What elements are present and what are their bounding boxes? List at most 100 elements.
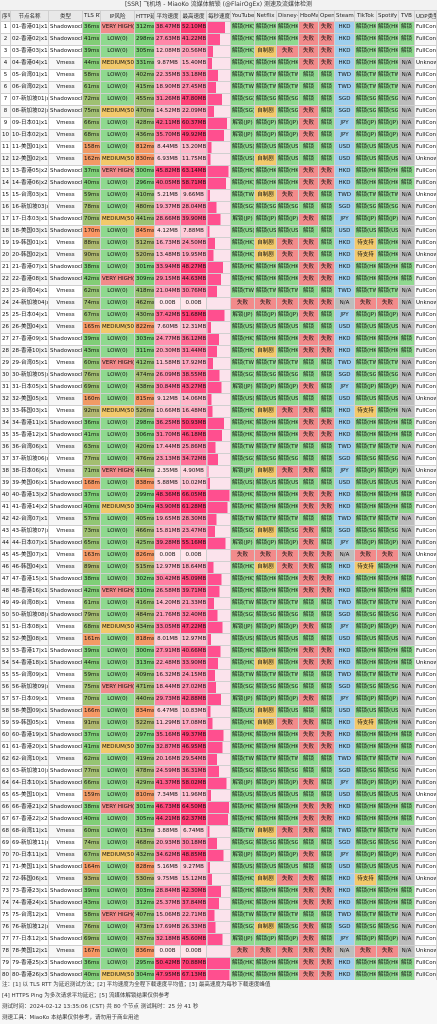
cell: 解锁 <box>318 201 335 214</box>
cell: 6.74MB <box>180 825 207 838</box>
cell: 失败 <box>298 465 319 478</box>
cell: Shadowsocks <box>48 777 83 790</box>
cell: LOW(0) <box>100 489 135 502</box>
speed-graph <box>206 237 231 250</box>
cell: 解锁(HK) <box>254 813 277 826</box>
cell: 7.88MB <box>180 225 207 238</box>
cell: 55-台湾09|x1.0 <box>10 669 49 682</box>
cell: TWD <box>334 513 355 526</box>
cell: Vmess <box>48 753 83 766</box>
cell: 522ms <box>134 717 155 730</box>
cell: 解锁(TW) <box>354 441 377 454</box>
cell: 解锁(HK) <box>354 585 377 598</box>
cell: 失败 <box>318 897 335 910</box>
cell: HKD <box>334 573 355 586</box>
cell: 46.18MB <box>180 429 207 442</box>
column-header: UDP类型 <box>414 10 437 22</box>
cell: 解锁(TW) <box>254 513 277 526</box>
cell: 解锁(JP) <box>376 849 399 862</box>
cell: 32.40MB <box>180 609 207 622</box>
table-row: 1616-新加坡03|x1.0Vmess78msLOW(0)480ms19.37… <box>0 201 437 214</box>
cell: 428ms <box>134 117 155 130</box>
cell: Unknown <box>414 153 437 166</box>
cell: 42.11MB <box>154 117 181 130</box>
cell: 29.73MB <box>154 693 181 706</box>
cell: 26 <box>0 321 11 334</box>
cell: Vmess <box>48 129 83 142</box>
cell: 48-香港16|x1.0 <box>10 585 49 598</box>
cell: 822ms <box>134 321 155 334</box>
cell: 失败 <box>318 645 335 658</box>
cell: SGD <box>334 453 355 466</box>
cell: 6 <box>0 81 11 94</box>
cell: 27.91MB <box>154 645 181 658</box>
cell: N/A <box>398 945 415 958</box>
speed-graph <box>206 117 231 130</box>
cell: 解锁(HK) <box>276 729 299 742</box>
cell: 解锁(JP) <box>254 777 277 790</box>
cell: 解锁(TW) <box>276 597 299 610</box>
cell: 解锁(JP) <box>376 213 399 226</box>
cell: HKD <box>334 237 355 250</box>
cell: 失败 <box>298 741 319 754</box>
cell: 解锁(US) <box>376 477 399 490</box>
speed-graph <box>206 105 231 118</box>
cell: 解锁(HK) <box>276 741 299 754</box>
table-body: 101-香港01|x1.0Shadowsocks36msVERY HIGH(10… <box>0 21 437 982</box>
cell: FullCone <box>414 225 437 238</box>
cell: 解锁(JP) <box>354 933 377 946</box>
cell: FullCone <box>414 357 437 370</box>
cell: FullCone <box>414 21 437 34</box>
cell: 解锁(HK) <box>230 417 255 430</box>
cell: 168ms <box>82 477 101 490</box>
cell: 19-韩国01|x1.0 <box>10 237 49 250</box>
cell: FullCone <box>414 321 437 334</box>
cell: HKD <box>334 21 355 34</box>
table-row: 7373-香港23|x1.0Shadowsocks39msLOW(0)303ms… <box>0 885 437 898</box>
cell: 42ms <box>82 585 101 598</box>
cell: 72-韩国06|x1.0 <box>10 873 49 886</box>
cell: 306ms <box>134 429 155 442</box>
cell: 415ms <box>134 81 155 94</box>
speed-graph <box>206 153 231 166</box>
table-row: 6262-台湾10|x1.0Vmess62msLOW(0)419ms20.16M… <box>0 753 437 766</box>
cell: 49.37MB <box>180 729 207 742</box>
cell: FullCone <box>414 453 437 466</box>
cell: HKD <box>334 585 355 598</box>
table-row: 2525-日本04|x1.0Vmess67msLOW(0)430ms37.42M… <box>0 309 437 322</box>
cell: 解锁(TW) <box>230 357 255 370</box>
cell: 失败 <box>298 165 319 178</box>
cell: 解锁(TW) <box>254 69 277 82</box>
cell: Vmess <box>48 153 83 166</box>
cell: 9.75MB <box>154 873 181 886</box>
cell: 299ms <box>134 489 155 502</box>
cell: LOW(0) <box>100 189 135 202</box>
cell: FullCone <box>414 333 437 346</box>
cell: 失败 <box>298 177 319 190</box>
table-row: 2828-香港10|x1.5Shadowsocks43msLOW(0)311ms… <box>0 345 437 358</box>
cell: JPY <box>334 117 355 130</box>
cell: 解锁(HK) <box>254 261 277 274</box>
cell: 解锁(JP) <box>254 693 277 706</box>
column-header: YouTube <box>230 10 255 22</box>
cell: TWD <box>334 189 355 202</box>
table-row: 5858-美国09|x1.0Shadowsocks166msLOW(0)834m… <box>0 705 437 718</box>
cell: 解锁(HK) <box>354 729 377 742</box>
cell: 解锁(HK) <box>354 57 377 70</box>
cell: N/A <box>398 717 415 730</box>
cell: 161ms <box>82 633 101 646</box>
cell: 51-日本08|x1.0 <box>10 621 49 634</box>
cell: 解锁(SG) <box>276 105 299 118</box>
cell: 解锁 <box>318 909 335 922</box>
cell: 解锁 <box>398 273 415 286</box>
cell: 15.12MB <box>180 873 207 886</box>
cell: FullCone <box>414 417 437 430</box>
cell: SGD <box>334 525 355 538</box>
cell: 解锁(HK) <box>354 657 377 670</box>
cell: HKD <box>334 801 355 814</box>
cell: 解锁 <box>318 609 335 622</box>
cell: 解锁(TW) <box>354 669 377 682</box>
speed-graph <box>206 165 231 178</box>
table-row: 4343-新加坡07|x1.0Vmess73msLOW(0)466ms15.81… <box>0 525 437 538</box>
